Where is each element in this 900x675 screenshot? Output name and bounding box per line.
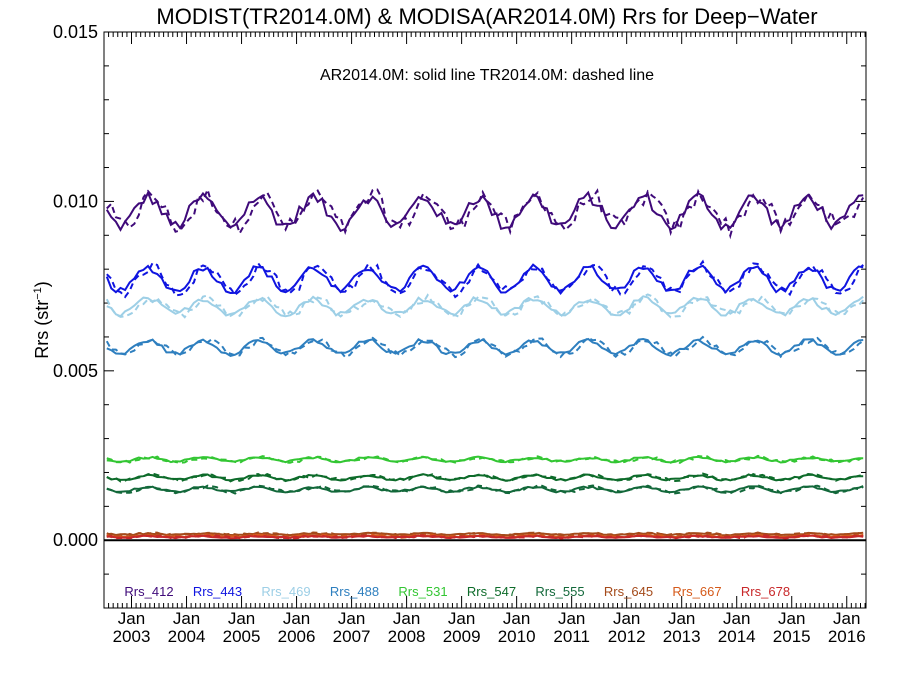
x-tick-year: 2010 (498, 627, 536, 646)
legend-item-rrs_443: Rrs_443 (193, 584, 242, 599)
series-line-rrs_678-dashed (106, 534, 864, 540)
legend-item-rrs_531: Rrs_531 (398, 584, 447, 599)
y-axis-label: Rrs (str−1) (32, 281, 52, 359)
series-line-rrs_555-solid (106, 485, 864, 494)
x-tick-year: 2014 (718, 627, 756, 646)
series-line-rrs_469-dashed (105, 293, 864, 319)
x-tick-month: Jan (173, 609, 200, 628)
x-tick-year: 2005 (223, 627, 261, 646)
legend-item-rrs_678: Rrs_678 (741, 584, 790, 599)
y-tick-label: 0.015 (53, 22, 98, 42)
series-line-rrs_412-solid (105, 190, 864, 233)
series-line-rrs_443-solid (105, 263, 864, 296)
legend-item-rrs_412: Rrs_412 (124, 584, 173, 599)
x-tick-month: Jan (558, 609, 585, 628)
legend-item-rrs_667: Rrs_667 (672, 584, 721, 599)
series-line-rrs_412-dashed (106, 186, 865, 240)
x-tick-month: Jan (448, 609, 475, 628)
x-tick-month: Jan (613, 609, 640, 628)
x-tick-month: Jan (503, 609, 530, 628)
legend-item-rrs_469: Rrs_469 (261, 584, 310, 599)
x-tick-month: Jan (778, 609, 805, 628)
x-tick-year: 2015 (773, 627, 811, 646)
x-tick-year: 2011 (553, 627, 590, 646)
x-tick-month: Jan (668, 609, 695, 628)
x-tick-month: Jan (228, 609, 255, 628)
x-tick-month: Jan (283, 609, 310, 628)
x-tick-year: 2012 (608, 627, 646, 646)
legend-item-rrs_645: Rrs_645 (604, 584, 653, 599)
x-tick-year: 2016 (828, 627, 866, 646)
x-tick-year: 2009 (443, 627, 481, 646)
x-tick-year: 2008 (388, 627, 426, 646)
x-tick-year: 2004 (168, 627, 206, 646)
line-style-annotation: AR2014.0M: solid line TR2014.0M: dashed … (320, 67, 654, 84)
x-tick-month: Jan (393, 609, 420, 628)
legend-item-rrs_488: Rrs_488 (330, 584, 379, 599)
series-line-rrs_443-dashed (106, 259, 864, 299)
legend-item-rrs_547: Rrs_547 (467, 584, 516, 599)
x-tick-year: 2006 (278, 627, 316, 646)
x-tick-month: Jan (833, 609, 860, 628)
x-tick-month: Jan (338, 609, 365, 628)
x-tick-year: 2003 (113, 627, 151, 646)
x-tick-month: Jan (118, 609, 145, 628)
plot-area: 0.0000.0050.0100.015Jan2003Jan2004Jan200… (53, 22, 867, 646)
series-line-rrs_488-dashed (105, 335, 864, 359)
legend-item-rrs_555: Rrs_555 (535, 584, 584, 599)
series-line-rrs_531-dashed (106, 454, 864, 464)
x-tick-month: Jan (723, 609, 750, 628)
x-tick-year: 2013 (663, 627, 701, 646)
y-tick-label: 0.010 (53, 191, 98, 211)
y-tick-label: 0.005 (53, 361, 98, 381)
series-line-rrs_645-dashed (106, 531, 864, 537)
plot-frame (103, 31, 867, 609)
series-line-rrs_555-dashed (106, 484, 864, 495)
chart-title: MODIST(TR2014.0M) & MODISA(AR2014.0M) Rr… (156, 4, 817, 29)
y-tick-label: 0.000 (53, 530, 98, 550)
series-line-rrs_547-dashed (106, 472, 864, 483)
x-tick-year: 2007 (333, 627, 371, 646)
